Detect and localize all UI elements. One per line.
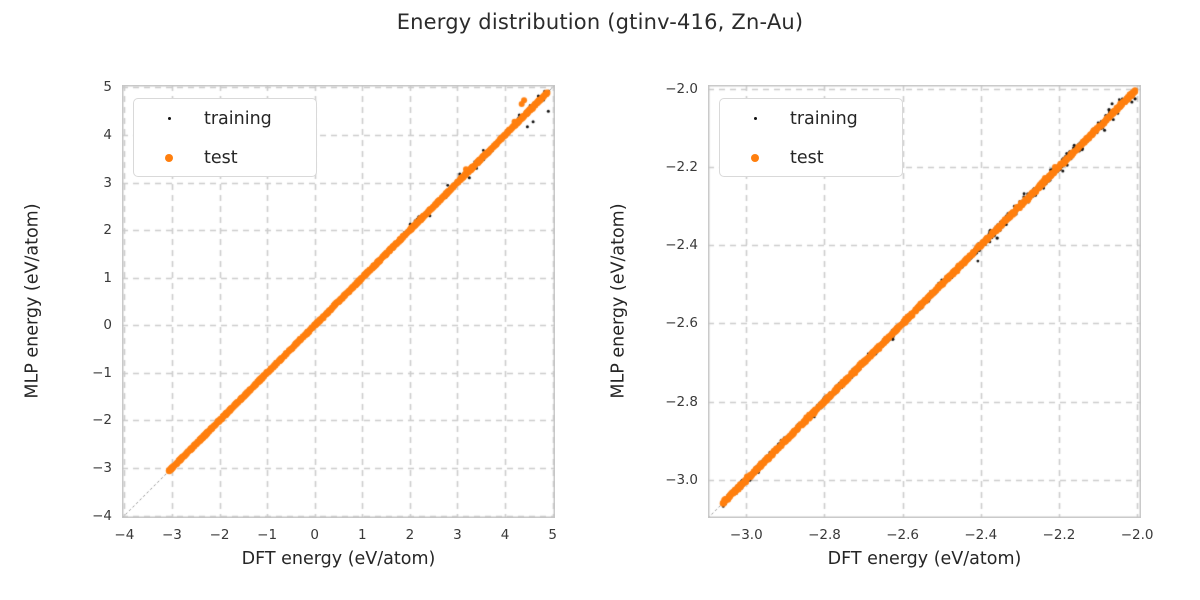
x-tick-label: −2.0 [1120, 527, 1154, 543]
y-tick-label: −2.6 [665, 315, 698, 332]
test-marker-icon [751, 153, 759, 162]
y-tick-label: −4 [92, 507, 112, 524]
y-tick-label: 2 [103, 222, 112, 239]
x-tick-label: −3.0 [729, 527, 763, 543]
legend-label-training: training [790, 108, 858, 129]
legend-label-test: test [790, 147, 824, 168]
y-tick-label: −3 [92, 460, 112, 477]
x-tick-label: −2.2 [1042, 527, 1076, 543]
legend-label-training: training [204, 108, 272, 129]
x-tick-label: 2 [405, 527, 415, 543]
test-marker-icon [165, 153, 173, 162]
x-tick-label: 0 [310, 527, 319, 543]
legend-item-test: test [134, 138, 316, 177]
right-subplot: DFT energy (eV/atom) MLP energy (eV/atom… [609, 81, 1154, 569]
y-tick-label: −3.0 [665, 471, 698, 488]
y-tick-label: 3 [103, 174, 112, 191]
x-axis-label: DFT energy (eV/atom) [241, 549, 436, 569]
y-tick-label: −1 [92, 364, 112, 381]
training-marker-icon [753, 117, 757, 120]
left-subplot: DFT energy (eV/atom) MLP energy (eV/atom… [23, 79, 557, 569]
y-tick-label: −2.4 [665, 237, 698, 254]
legend-item-test: test [720, 138, 902, 177]
y-axis-label: MLP energy (eV/atom) [22, 203, 43, 399]
x-tick-label: −2.4 [964, 527, 998, 543]
x-tick-label: 4 [500, 527, 510, 543]
legend-item-training: training [134, 99, 316, 138]
y-tick-label: −2.2 [665, 159, 698, 176]
x-tick-label: −2.8 [808, 527, 841, 543]
y-tick-label: 0 [103, 317, 112, 334]
x-tick-label: −2 [209, 527, 230, 543]
x-axis-label: DFT energy (eV/atom) [827, 549, 1022, 569]
x-tick-label: −4 [114, 527, 135, 543]
figure-title: Energy distribution (gtinv-416, Zn-Au) [396, 10, 804, 34]
x-tick-label: 3 [453, 527, 462, 543]
training-marker-icon [167, 117, 171, 120]
y-tick-label: −2.8 [665, 393, 698, 410]
x-tick-label: 1 [357, 527, 367, 543]
x-tick-label: −3 [162, 527, 182, 543]
y-axis-label: MLP energy (eV/atom) [608, 203, 629, 399]
legend: training test [133, 98, 317, 177]
legend-label-test: test [204, 147, 238, 168]
y-tick-label: −2.0 [665, 80, 698, 97]
y-tick-label: −2 [92, 412, 112, 429]
x-tick-label: 5 [548, 527, 557, 543]
y-tick-label: 5 [103, 79, 112, 96]
x-tick-label: −2.6 [886, 527, 919, 543]
x-tick-label: −1 [257, 527, 278, 543]
y-tick-label: 4 [103, 126, 112, 143]
legend: training test [719, 98, 903, 177]
y-tick-label: 1 [103, 269, 112, 286]
legend-item-training: training [720, 99, 902, 138]
